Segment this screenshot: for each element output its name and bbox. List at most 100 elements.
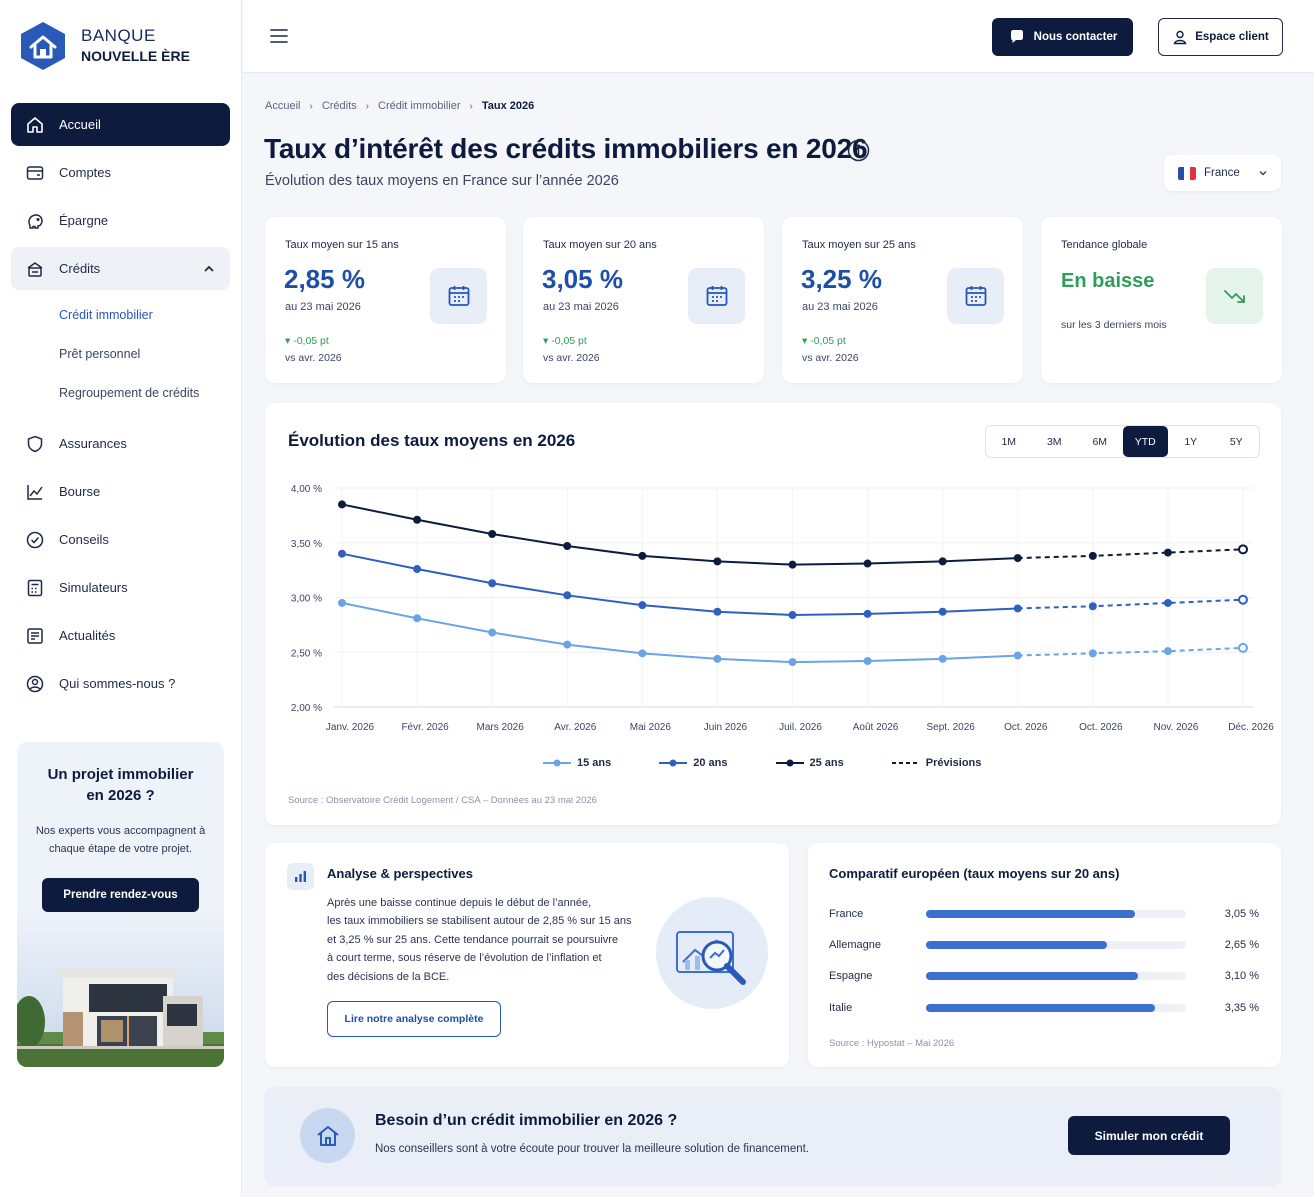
- magnifier-chart-illustration-icon: [656, 897, 768, 1009]
- kpi-delta-value: -0,05 pt: [293, 335, 329, 347]
- kpi-icon-box: [947, 268, 1004, 324]
- contact-button-label: Nous contacter: [1033, 31, 1118, 43]
- period-ytd[interactable]: YTD: [1122, 426, 1168, 457]
- nav-item-credits[interactable]: Crédits: [11, 247, 230, 290]
- page-title: Taux d’intérêt des crédits immobiliers e…: [264, 133, 868, 164]
- info-icon[interactable]: [847, 139, 870, 162]
- nav-label: Crédits: [59, 261, 101, 276]
- x-tick-label: Avr. 2026: [554, 722, 597, 733]
- legend-item-previsions[interactable]: Prévisions: [891, 757, 982, 769]
- calculator-icon: [27, 579, 43, 596]
- kpi-date: au 23 mai 2026: [802, 301, 878, 313]
- nav-item-assurances[interactable]: Assurances: [11, 422, 230, 465]
- arrow-down-icon: ▾: [802, 335, 811, 347]
- promo-text: Nos experts vous accompagnent à chaque é…: [35, 825, 206, 855]
- data-point: [638, 649, 647, 658]
- calendar-icon: [448, 286, 469, 306]
- data-point: [1013, 554, 1022, 563]
- calendar-icon: [706, 286, 727, 306]
- data-point: [713, 607, 722, 616]
- period-1m[interactable]: 1M: [1001, 435, 1017, 448]
- country-select[interactable]: France: [1164, 155, 1281, 191]
- data-point: [1013, 651, 1022, 660]
- kpi-label: Taux moyen sur 25 ans: [802, 239, 916, 251]
- period-3m[interactable]: 3M: [1046, 435, 1062, 448]
- sidebar: BANQUE NOUVELLE ÈRE Accueil Comptes Épar…: [0, 0, 242, 1197]
- legend-swatch: [659, 759, 688, 767]
- chart-source: Source : Observatoire Crédit Logement / …: [288, 795, 597, 806]
- appointment-button[interactable]: Prendre rendez-vous: [42, 878, 199, 912]
- series-line: [341, 601, 1018, 664]
- read-analysis-button[interactable]: Lire notre analyse complète: [327, 1001, 501, 1037]
- analysis-text: Après une baisse continue depuis le débu…: [327, 894, 642, 986]
- kpi-delta: ▾ -0,05 pt: [802, 335, 846, 347]
- comparison-value: 3,10 %: [1224, 970, 1259, 982]
- nav-item-conseils[interactable]: Conseils: [11, 518, 230, 561]
- sub-item-regroupement[interactable]: Regroupement de crédits: [59, 385, 200, 400]
- cta-banner: Besoin d’un crédit immobilier en 2026 ? …: [265, 1087, 1281, 1185]
- period-5y[interactable]: 5Y: [1229, 435, 1243, 448]
- legend-item-15-ans[interactable]: 15 ans: [543, 757, 611, 769]
- chevron-right-icon: ›: [365, 100, 369, 112]
- analysis-line: des décisions de la BCE.: [327, 970, 450, 983]
- data-point: [488, 529, 497, 538]
- brand-logo[interactable]: BANQUE NOUVELLE ÈRE: [17, 20, 190, 72]
- nav-item-accueil[interactable]: Accueil: [11, 103, 230, 146]
- analysis-line: et 3,25 % sur 25 ans. Cette tendance pou…: [327, 933, 619, 946]
- nav-item-epargne[interactable]: Épargne: [11, 199, 230, 242]
- client-area-button[interactable]: Espace client: [1158, 18, 1283, 56]
- nav-label: Accueil: [59, 117, 101, 132]
- nav-item-actualites[interactable]: Actualités: [11, 614, 230, 657]
- nav-label: Simulateurs: [59, 580, 128, 595]
- period-1y[interactable]: 1Y: [1184, 435, 1198, 448]
- x-tick-label: Mars 2026: [477, 722, 525, 733]
- kpi-delta-value: -0,05 pt: [551, 335, 587, 347]
- contact-button[interactable]: Nous contacter: [992, 18, 1133, 56]
- banner-icon-circle: [300, 1108, 355, 1163]
- chevron-up-icon[interactable]: [202, 262, 216, 276]
- legend-item-25-ans[interactable]: 25 ans: [775, 757, 844, 769]
- data-point: [1088, 649, 1097, 658]
- data-point: [413, 565, 422, 574]
- data-point: [1238, 544, 1248, 555]
- comparison-source: Source : Hypostat – Mai 2026: [829, 1038, 955, 1049]
- bar-chart-icon: [295, 871, 306, 882]
- nav-item-simulateurs[interactable]: Simulateurs: [11, 566, 230, 609]
- house-icon: [316, 1125, 339, 1146]
- data-point: [788, 611, 797, 620]
- breadcrumb-link[interactable]: Crédit immobilier: [378, 100, 461, 112]
- legend-item-20-ans[interactable]: 20 ans: [659, 757, 728, 769]
- sub-item-pret-personnel[interactable]: Prêt personnel: [59, 346, 141, 361]
- chart-title: Évolution des taux moyens en 2026: [288, 431, 576, 450]
- user-icon: [1173, 30, 1187, 45]
- period-6m[interactable]: 6M: [1092, 435, 1108, 448]
- kpi-date: au 23 mai 2026: [543, 301, 619, 313]
- credits-subnav: Crédit immobilier Prêt personnel Regroup…: [11, 295, 230, 412]
- comparison-value: 2,65 %: [1224, 939, 1259, 951]
- comparison-row: Espagne 3,10 %: [829, 968, 1259, 984]
- european-comparison-card: Comparatif européen (taux moyens sur 20 …: [808, 843, 1281, 1067]
- nav-item-comptes[interactable]: Comptes: [11, 151, 230, 194]
- y-tick-label: 2,00 %: [291, 703, 322, 714]
- shield-icon: [27, 435, 43, 452]
- data-point: [1013, 604, 1022, 613]
- simulate-credit-button[interactable]: Simuler mon crédit: [1068, 1116, 1230, 1155]
- menu-icon[interactable]: [269, 27, 289, 45]
- breadcrumb-link[interactable]: Crédits: [321, 100, 357, 112]
- nav-item-qui-sommes-nous[interactable]: Qui sommes-nous ?: [11, 662, 230, 705]
- legend-label: Prévisions: [925, 757, 982, 769]
- data-point: [338, 549, 346, 558]
- breadcrumb-link[interactable]: Accueil: [265, 100, 301, 112]
- comparison-country: Espagne: [829, 970, 873, 982]
- trend-down-icon: [1223, 290, 1245, 303]
- house-photo: [17, 912, 224, 1067]
- nav-item-bourse[interactable]: Bourse: [11, 470, 230, 513]
- france-flag-icon: [1178, 166, 1196, 180]
- wallet-icon: [26, 165, 44, 180]
- promo-title: Un projet immobilier en 2026 ?: [47, 766, 194, 804]
- stock-chart-icon: [27, 484, 43, 500]
- analysis-line: Après une baisse continue depuis le débu…: [327, 897, 592, 909]
- sub-item-credit-immobilier[interactable]: Crédit immobilier: [59, 307, 153, 322]
- data-point: [938, 654, 947, 663]
- data-point: [338, 598, 346, 607]
